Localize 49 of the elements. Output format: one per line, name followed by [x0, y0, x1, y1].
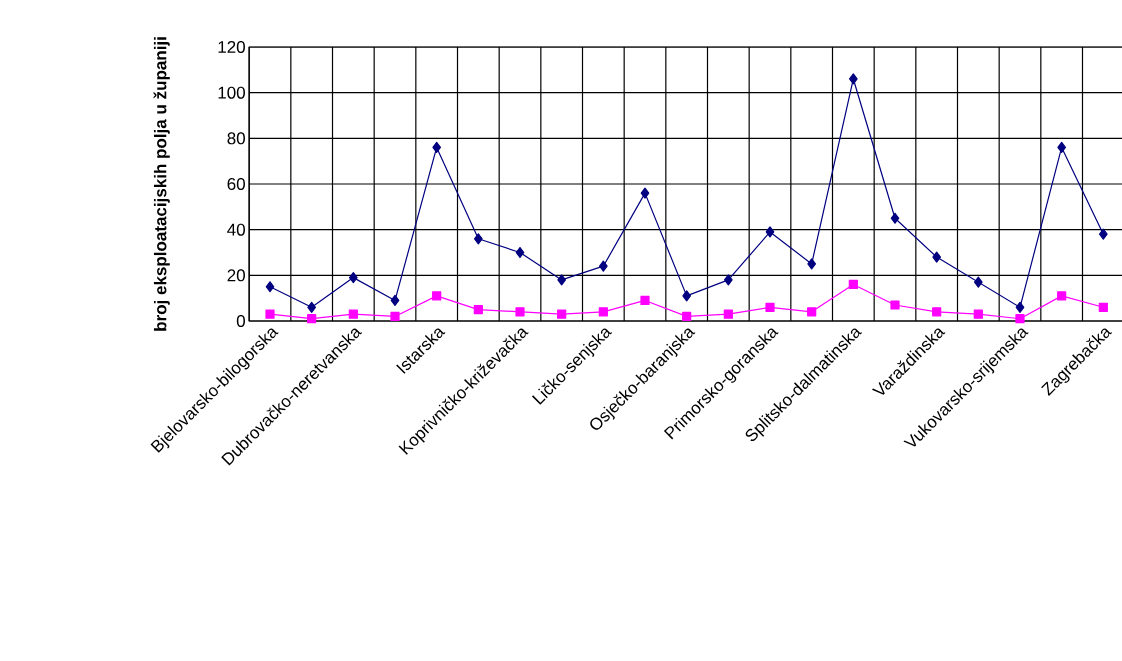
point [682, 311, 692, 322]
y-tick-label: 60 [227, 177, 245, 191]
point [807, 307, 817, 317]
point [807, 258, 817, 270]
point [432, 291, 442, 301]
y-tick-label: 40 [227, 223, 245, 236]
point [765, 302, 775, 312]
point [890, 300, 900, 310]
point [1098, 302, 1108, 312]
point [557, 274, 567, 286]
point [307, 314, 317, 324]
point [1015, 301, 1025, 313]
y-tick-label: 100 [218, 86, 245, 99]
point [515, 307, 525, 317]
point [765, 226, 775, 238]
point [723, 309, 733, 319]
point [1057, 291, 1067, 301]
point [932, 251, 942, 263]
point [390, 294, 400, 307]
point [848, 279, 858, 290]
point [473, 304, 483, 315]
point [890, 212, 900, 224]
point [515, 246, 525, 259]
point [348, 309, 358, 319]
point [973, 276, 983, 288]
point [557, 309, 567, 319]
y-tick-label: 0 [236, 314, 245, 328]
y-tick-label: 80 [227, 132, 245, 145]
point [723, 274, 733, 286]
point [682, 290, 692, 302]
y-tick-label: 20 [227, 269, 245, 282]
point [640, 187, 650, 199]
point [848, 73, 858, 85]
point [932, 307, 942, 317]
point [1057, 141, 1067, 154]
point [598, 307, 608, 317]
point [390, 311, 400, 322]
point [265, 281, 275, 293]
point [640, 295, 650, 306]
point [598, 260, 608, 272]
point [265, 309, 275, 319]
point [348, 272, 358, 284]
point [432, 141, 442, 154]
point [1015, 314, 1025, 324]
point [973, 309, 983, 319]
point [473, 233, 483, 245]
point [307, 301, 317, 313]
y-tick-label: 120 [218, 40, 245, 54]
point [1098, 228, 1108, 240]
